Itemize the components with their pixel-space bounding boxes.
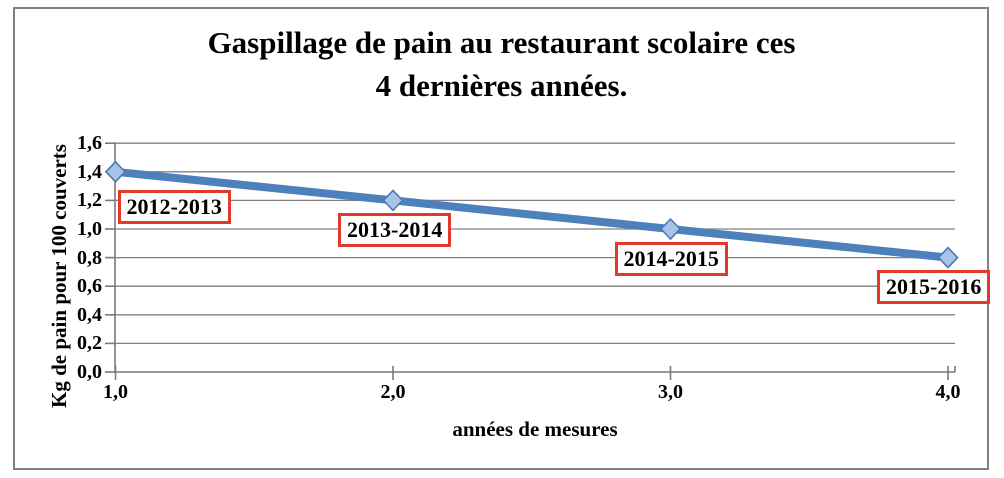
x-tick-label: 4,0 xyxy=(935,381,961,403)
annotation-2012-2013: 2012-2013 xyxy=(117,189,231,224)
x-tick-label: 2,0 xyxy=(380,381,406,403)
chart-title: Gaspillage de pain au restaurant scolair… xyxy=(14,21,989,107)
y-tick-label: 0,2 xyxy=(77,332,102,355)
annotation-2014-2015: 2014-2015 xyxy=(614,242,728,276)
chart-outer-frame xyxy=(13,7,989,470)
data-point-marker xyxy=(382,189,404,212)
y-tick-label: 0,8 xyxy=(77,246,102,269)
chart-title-line-2: 4 dernières années. xyxy=(375,68,628,103)
x-tick-label: 3,0 xyxy=(658,381,683,403)
annotation-2013-2014: 2013-2014 xyxy=(338,213,452,248)
y-tick-label: 1,2 xyxy=(77,189,102,212)
y-tick-label: 1,0 xyxy=(77,218,102,240)
y-tick-label: 0,6 xyxy=(77,275,102,298)
y-tick-label: 0,0 xyxy=(77,361,102,383)
chart-title-line-1: Gaspillage de pain au restaurant scolair… xyxy=(207,25,796,60)
x-axis-title: années de mesures xyxy=(452,417,618,441)
y-tick-label: 1,4 xyxy=(77,160,102,183)
data-point-marker xyxy=(104,160,127,183)
data-point-marker xyxy=(659,217,682,241)
x-tick-label: 1,0 xyxy=(103,381,128,403)
annotation-2015-2016: 2015-2016 xyxy=(877,269,991,304)
data-point-marker xyxy=(937,246,959,269)
y-tick-label: 1,6 xyxy=(77,132,102,155)
y-tick-label: 0,4 xyxy=(77,303,102,326)
series-line xyxy=(111,167,952,262)
